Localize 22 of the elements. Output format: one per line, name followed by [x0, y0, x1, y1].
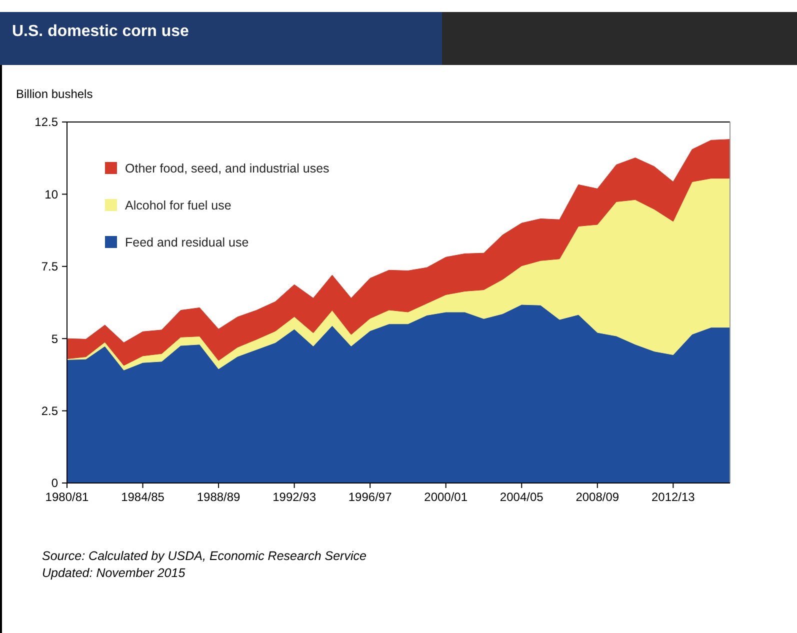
x-tick-label: 2008/09: [576, 490, 620, 504]
chart-title: U.S. domestic corn use: [12, 23, 190, 40]
legend-label: Other food, seed, and industrial uses: [125, 161, 330, 176]
y-tick-label: 0: [51, 476, 58, 490]
source-note: Source: Calculated by USDA, Economic Research Service: [42, 549, 366, 563]
x-tick-label: 2004/05: [500, 490, 544, 504]
text: Updated: November 2015: [42, 566, 186, 580]
legend-label: Alcohol for fuel use: [125, 198, 232, 212]
y-tick-label: 10: [44, 187, 58, 202]
x-tick-label: 2012/13: [651, 490, 696, 504]
x-tick-label: 2000/01: [424, 490, 468, 504]
x-tick-label: 1992/93: [272, 490, 316, 504]
y-tick-label: 12.5: [34, 115, 58, 130]
x-tick-label: 1980/81: [45, 490, 90, 504]
x-tick-label: 1984/85: [121, 490, 165, 504]
y-tick-label: 7.5: [41, 260, 58, 274]
x-tick-label: 1996/97: [348, 490, 392, 504]
y-tick-label: 5: [51, 332, 58, 346]
x-tick-label: 1988/89: [196, 490, 241, 504]
legend-label: Feed and residual use: [125, 235, 249, 250]
y-axis-title: Billion bushels: [16, 87, 93, 101]
y-tick-label: 2.5: [41, 404, 58, 418]
